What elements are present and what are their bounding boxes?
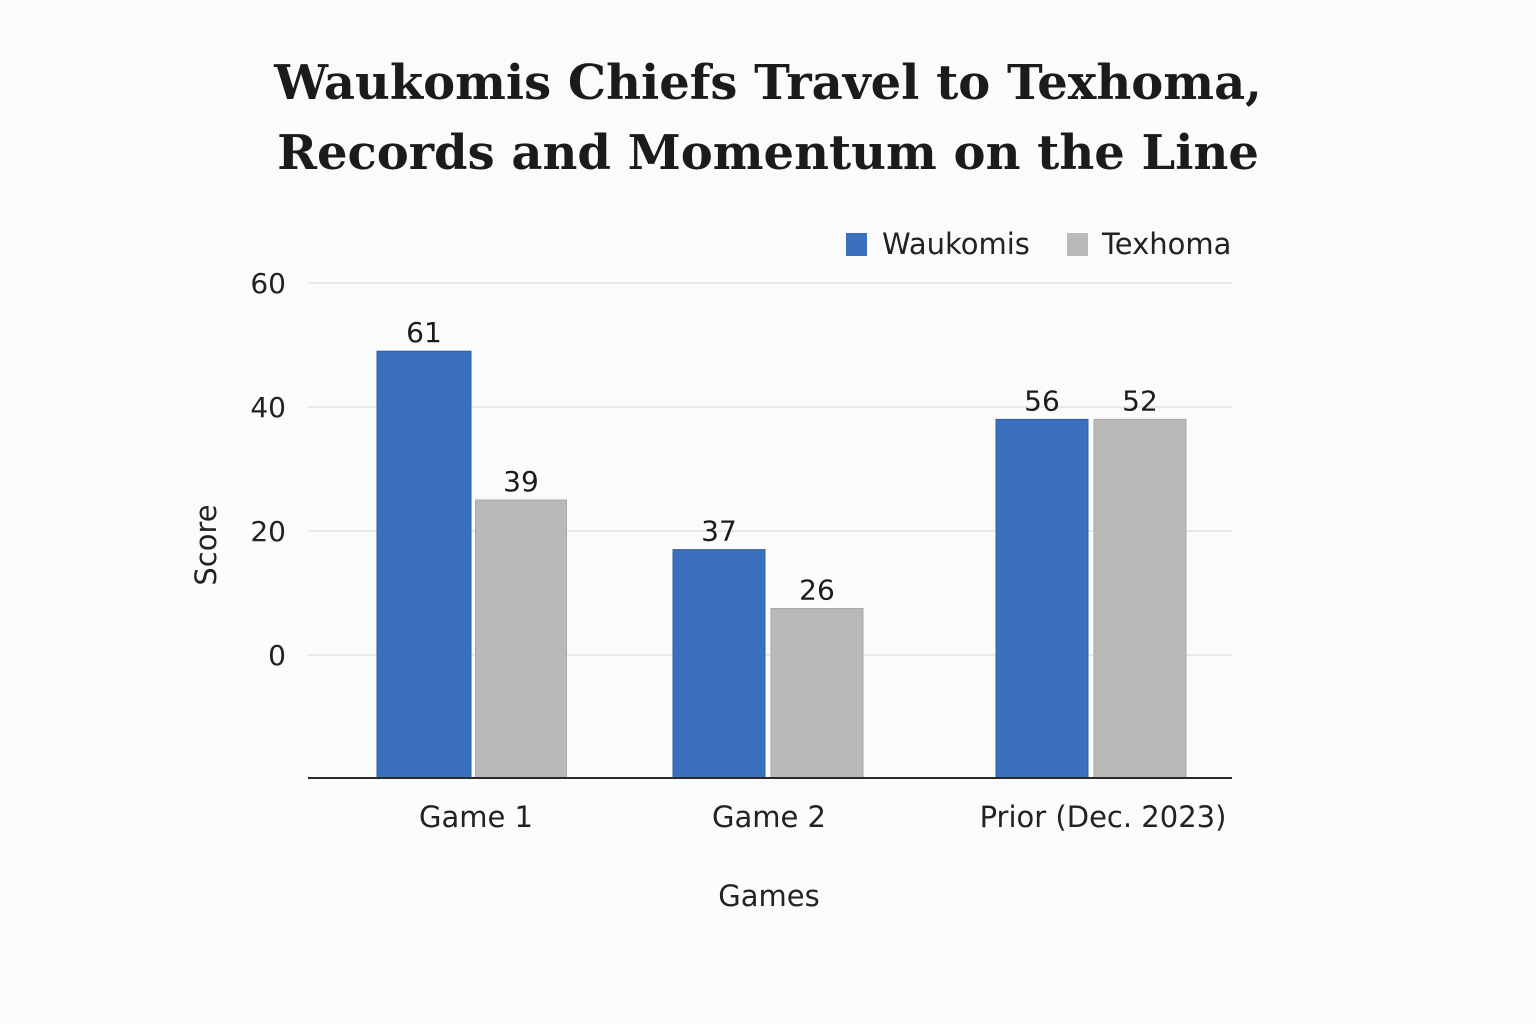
y-axis-ticks: 60 40 20 0: [250, 267, 286, 672]
legend: Waukomis Texhoma: [846, 227, 1231, 261]
x-category-label: Game 1: [419, 800, 533, 834]
x-axis-title: Games: [718, 879, 819, 913]
data-label-texhoma-2: 26: [799, 574, 835, 607]
legend-swatch-texhoma: [1067, 233, 1088, 256]
chart-title-line-2: Records and Momentum on the Line: [277, 125, 1259, 181]
y-tick-label: 0: [268, 639, 286, 672]
chart-title-line-1: Waukomis Chiefs Travel to Texhoma,: [274, 55, 1262, 111]
bars: [376, 350, 1187, 779]
bar-waukomis-1: [376, 350, 472, 779]
y-tick-label: 60: [250, 267, 286, 300]
data-label-texhoma-1: 39: [503, 465, 539, 498]
y-tick-label: 40: [250, 391, 286, 424]
data-label-waukomis-2: 37: [701, 515, 737, 548]
data-label-waukomis-3: 56: [1024, 384, 1060, 417]
data-label-waukomis-1: 61: [406, 316, 442, 349]
y-tick-label: 20: [250, 515, 286, 548]
bar-texhoma-3: [1093, 418, 1187, 779]
data-labels: 61 37 56 39 26 52: [406, 316, 1158, 606]
bar-texhoma-2: [770, 608, 864, 779]
bar-waukomis-2: [672, 549, 766, 779]
y-axis-title: Score: [189, 504, 223, 585]
legend-label-texhoma: Texhoma: [1101, 227, 1231, 261]
x-axis-categories: Game 1 Game 2 Prior (Dec. 2023): [419, 800, 1226, 834]
bar-waukomis-3: [995, 418, 1089, 779]
x-category-label: Prior (Dec. 2023): [980, 800, 1227, 834]
bar-texhoma-1: [475, 499, 567, 779]
x-category-label: Game 2: [712, 800, 826, 834]
legend-label-waukomis: Waukomis: [882, 227, 1030, 261]
data-label-texhoma-3: 52: [1122, 384, 1158, 417]
legend-swatch-waukomis: [846, 233, 867, 256]
